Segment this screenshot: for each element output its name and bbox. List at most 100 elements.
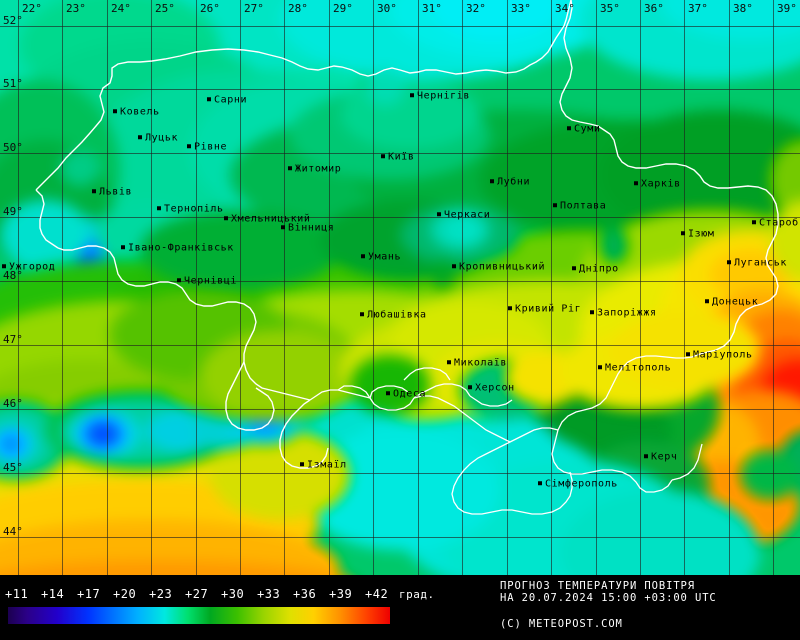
temperature-colorbar	[8, 607, 390, 624]
colorbar-tick: +27	[185, 587, 209, 601]
colorbar-tick: +39	[329, 587, 353, 601]
city-marker: Луцьк	[138, 133, 178, 143]
city-name: Ізюм	[688, 228, 715, 240]
city-marker: Суми	[567, 124, 600, 134]
city-dot-icon	[752, 220, 756, 225]
city-dot-icon	[157, 206, 161, 211]
city-name: Житомир	[295, 163, 342, 175]
city-name: Дніпро	[579, 263, 619, 275]
colorbar-tick: +23	[149, 587, 173, 601]
city-name: Сімферополь	[545, 478, 618, 490]
city-dot-icon	[177, 278, 181, 283]
lon-label-22: 22°	[22, 2, 42, 15]
city-marker: Керч	[644, 452, 677, 462]
city-dot-icon	[452, 264, 456, 269]
city-marker: Полтава	[553, 201, 606, 211]
city-dot-icon	[572, 266, 576, 271]
city-name: Вінниця	[288, 222, 335, 234]
city-name: Суми	[574, 123, 601, 135]
city-name: Полтава	[560, 200, 607, 212]
city-marker: Чернівці	[177, 276, 237, 286]
city-name: Кривий Ріг	[515, 303, 582, 315]
lon-label-36: 36°	[644, 2, 664, 15]
city-dot-icon	[288, 166, 292, 171]
city-marker: Київ	[381, 152, 414, 162]
city-marker: Ізмаїл	[300, 460, 347, 470]
city-dot-icon	[281, 225, 285, 230]
lon-label-24: 24°	[111, 2, 131, 15]
caption-line-1: ПРОГНОЗ ТЕМПЕРАТУРИ ПОВІТРЯ	[500, 580, 695, 592]
city-name: Луцьк	[145, 132, 179, 144]
city-marker: Сімферополь	[538, 479, 618, 489]
city-name: Івано-Франківськ	[128, 242, 234, 254]
city-marker: Любашівка	[360, 310, 427, 320]
copyright-notice: (C) METEOPOST.COM	[500, 618, 623, 630]
city-marker: Рівне	[187, 142, 227, 152]
city-marker: Вінниця	[281, 223, 334, 233]
city-marker: Кривий Ріг	[508, 304, 581, 314]
city-dot-icon	[508, 306, 512, 311]
city-dot-icon	[224, 216, 228, 221]
city-dot-icon	[681, 231, 685, 236]
city-marker: Маріуполь	[686, 350, 753, 360]
city-name: Староб	[759, 217, 799, 229]
city-dot-icon	[92, 189, 96, 194]
city-name: Хмельницький	[231, 213, 311, 225]
city-dot-icon	[447, 360, 451, 365]
colorbar-tick: +11	[5, 587, 29, 601]
city-name: Любашівка	[367, 309, 427, 321]
city-name: Львів	[99, 186, 133, 198]
city-dot-icon	[727, 260, 731, 265]
caption-line-2: НА 20.07.2024 15:00 +03:00 UTC	[500, 592, 717, 604]
city-marker: Харків	[634, 179, 681, 189]
city-marker: Сарни	[207, 95, 247, 105]
city-dot-icon	[360, 312, 364, 317]
city-name: Умань	[368, 251, 402, 263]
city-dot-icon	[386, 391, 390, 396]
city-dot-icon	[381, 154, 385, 159]
temperature-map: 22° 23° 24° 25° 26° 27° 28° 29° 30° 31° 32° 33° 34° 3…	[0, 0, 800, 575]
lon-label-35: 35°	[600, 2, 620, 15]
city-marker: Житомир	[288, 164, 341, 174]
city-name: Одеса	[393, 388, 427, 400]
lat-label-49: 49°	[3, 205, 23, 218]
colorbar-tick: +30	[221, 587, 245, 601]
city-marker: Умань	[361, 252, 401, 262]
city-name: Ізмаїл	[307, 459, 347, 471]
colorbar-tick: +33	[257, 587, 281, 601]
lat-label-44: 44°	[3, 525, 23, 538]
lat-label-46: 46°	[3, 397, 23, 410]
city-marker: Дніпро	[572, 264, 619, 274]
colorbar-tick: +42	[365, 587, 389, 601]
city-dot-icon	[590, 310, 594, 315]
city-name: Запоріжжя	[597, 307, 657, 319]
city-marker: Одеса	[386, 389, 426, 399]
city-name: Чернівці	[184, 275, 237, 287]
lon-label-25: 25°	[155, 2, 175, 15]
city-dot-icon	[207, 97, 211, 102]
city-dot-icon	[468, 385, 472, 390]
city-dot-icon	[437, 212, 441, 217]
city-dot-icon	[538, 481, 542, 486]
colorbar-tick-labels: +11 +14 +17 +20 +23 +27 +30 +33 +36 +39 +42	[0, 587, 430, 603]
city-marker: Ковель	[113, 107, 160, 117]
city-name: Київ	[388, 151, 415, 163]
city-dot-icon	[2, 264, 6, 269]
lon-label-28: 28°	[288, 2, 308, 15]
city-name: Луганськ	[734, 257, 787, 269]
city-dot-icon	[187, 144, 191, 149]
city-marker: Мелітополь	[598, 363, 671, 373]
lon-label-29: 29°	[333, 2, 353, 15]
city-name: Харків	[641, 178, 681, 190]
city-name: Кропивницький	[459, 261, 546, 273]
lat-label-51: 51°	[3, 77, 23, 90]
city-dot-icon	[553, 203, 557, 208]
temperature-field	[0, 0, 800, 575]
city-dot-icon	[634, 181, 638, 186]
lon-label-31: 31°	[422, 2, 442, 15]
lon-label-32: 32°	[466, 2, 486, 15]
city-name: Маріуполь	[693, 349, 753, 361]
city-marker: Запоріжжя	[590, 308, 657, 318]
city-dot-icon	[567, 126, 571, 131]
city-dot-icon	[121, 245, 125, 250]
